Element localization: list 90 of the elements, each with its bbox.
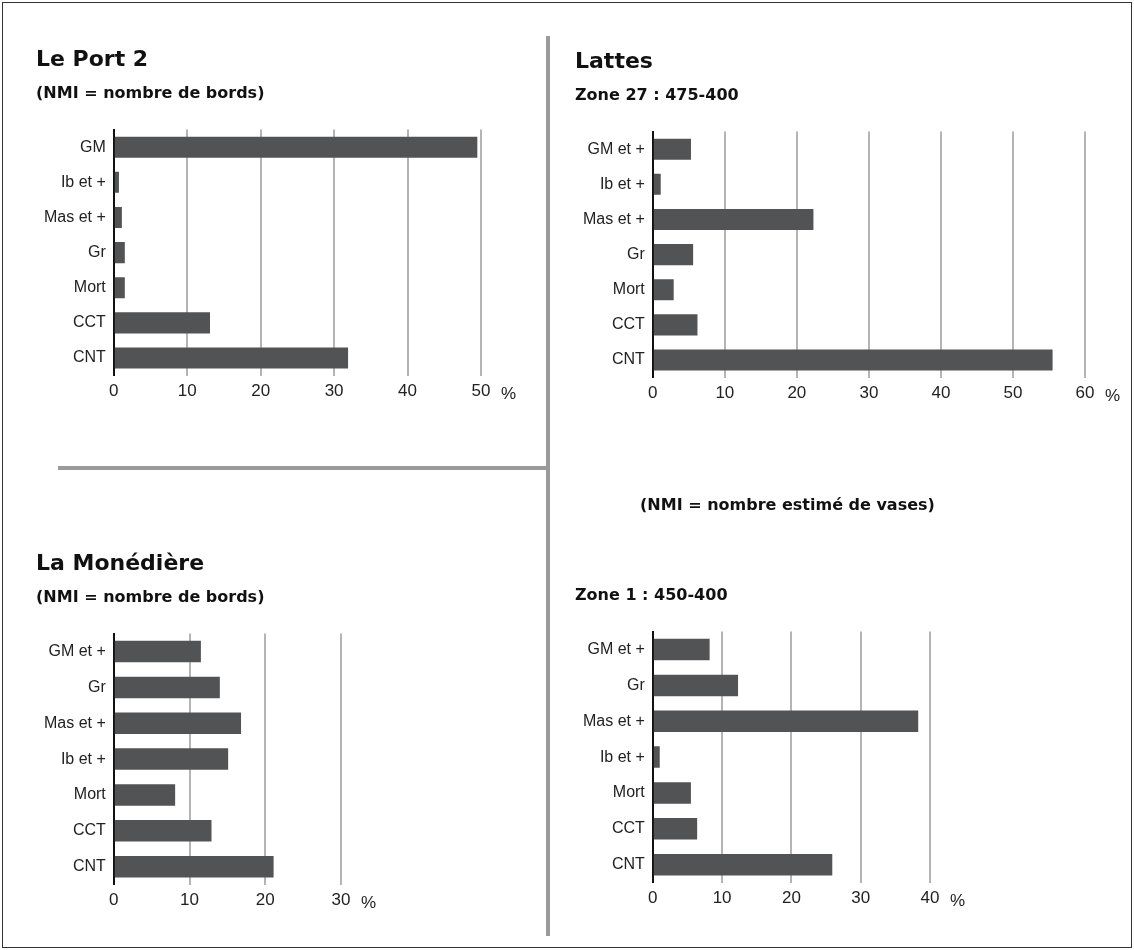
y-tick-label: GM et + (587, 639, 645, 657)
x-axis-title: % (1105, 385, 1121, 405)
y-tick-label: Mort (612, 783, 646, 801)
bar (114, 312, 211, 334)
x-axis-title: % (950, 890, 966, 910)
bar (653, 173, 661, 195)
x-tick-label: 50 (1003, 383, 1023, 403)
chart-title: Lattes (575, 48, 654, 73)
bar (653, 349, 1053, 371)
y-tick-label: CCT (611, 819, 646, 837)
x-tick-label: 40 (920, 888, 940, 908)
bar (114, 855, 274, 878)
x-tick-label: 40 (398, 381, 418, 401)
bar (114, 206, 122, 228)
y-tick-label: GM et + (587, 139, 645, 157)
x-tick-label: 50 (471, 381, 491, 401)
y-tick-label: Mas et + (582, 711, 645, 729)
bar (114, 784, 176, 806)
bar (653, 279, 674, 301)
y-tick-label: CNT (611, 855, 646, 873)
chart-title: Zone 1 : 450-400 (575, 585, 729, 604)
x-tick-label: 0 (109, 381, 119, 401)
x-tick-label: 20 (787, 383, 807, 403)
y-tick-label: CNT (72, 857, 107, 875)
y-tick-label: Ib et + (599, 174, 645, 192)
y-tick-label: Mort (612, 280, 646, 298)
bar (114, 171, 119, 193)
x-tick-label: 30 (331, 890, 351, 910)
y-tick-label: CNT (72, 348, 107, 366)
x-tick-label: 10 (715, 383, 735, 403)
x-tick-label: 20 (781, 888, 801, 908)
bar (653, 782, 691, 804)
bar (114, 242, 125, 264)
y-tick-label: Mort (73, 785, 107, 803)
bar (653, 138, 691, 160)
bar (114, 712, 242, 734)
bar (653, 853, 833, 876)
x-tick-label: 20 (251, 381, 271, 401)
x-axis-title: % (361, 892, 377, 912)
bar (653, 638, 710, 661)
y-tick-label: Ib et + (60, 749, 106, 767)
x-tick-label: 10 (177, 381, 197, 401)
bar (114, 347, 349, 369)
y-tick-label: CCT (611, 315, 646, 333)
x-tick-label: 60 (1075, 383, 1095, 403)
bar (653, 314, 698, 336)
bar (114, 136, 478, 158)
y-tick-label: Gr (88, 677, 107, 695)
y-tick-label: Ib et + (599, 747, 645, 765)
chart-title: La Monédière (36, 550, 206, 575)
chart-subtitle: (NMI = nombre de bords) (36, 83, 266, 102)
bar (653, 746, 660, 768)
x-tick-label: 20 (255, 890, 275, 910)
y-tick-label: Mas et + (43, 713, 106, 731)
x-tick-label: 40 (931, 383, 951, 403)
y-tick-label: Mas et + (582, 209, 645, 227)
bar (114, 277, 125, 299)
y-tick-label: Mas et + (43, 207, 106, 225)
x-tick-label: 30 (851, 888, 871, 908)
bar (114, 676, 220, 699)
bar (114, 748, 229, 770)
x-tick-label: 0 (648, 888, 658, 908)
bar (653, 208, 814, 230)
chart-title: Le Port 2 (36, 46, 150, 71)
x-tick-label: 10 (180, 890, 199, 910)
y-tick-label: Gr (627, 245, 646, 263)
y-tick-label: Mort (73, 278, 107, 296)
bar (653, 244, 694, 266)
y-tick-label: CCT (72, 821, 107, 839)
x-tick-label: 0 (648, 383, 658, 403)
bar (114, 820, 212, 842)
chart-subtitle: Zone 27 : 475-400 (575, 85, 740, 104)
bar (653, 818, 698, 840)
x-tick-label: 0 (109, 890, 119, 910)
y-tick-label: GM et + (48, 641, 106, 659)
x-tick-label: 10 (712, 888, 732, 908)
y-tick-label: Ib et + (60, 172, 106, 190)
bar (114, 640, 201, 663)
x-tick-label: 30 (324, 381, 344, 401)
chart-subtitle: (NMI = nombre de bords) (36, 587, 266, 606)
bar (653, 710, 919, 732)
x-axis-title: % (501, 383, 517, 403)
y-tick-label: CCT (72, 313, 107, 331)
x-tick-label: 30 (859, 383, 879, 403)
y-tick-label: Gr (88, 243, 107, 261)
y-tick-label: Gr (627, 675, 646, 693)
y-tick-label: GM (80, 137, 106, 155)
bar (653, 674, 739, 697)
y-tick-label: CNT (611, 350, 646, 368)
text: (NMI = nombre estimé de vases) (640, 495, 935, 514)
